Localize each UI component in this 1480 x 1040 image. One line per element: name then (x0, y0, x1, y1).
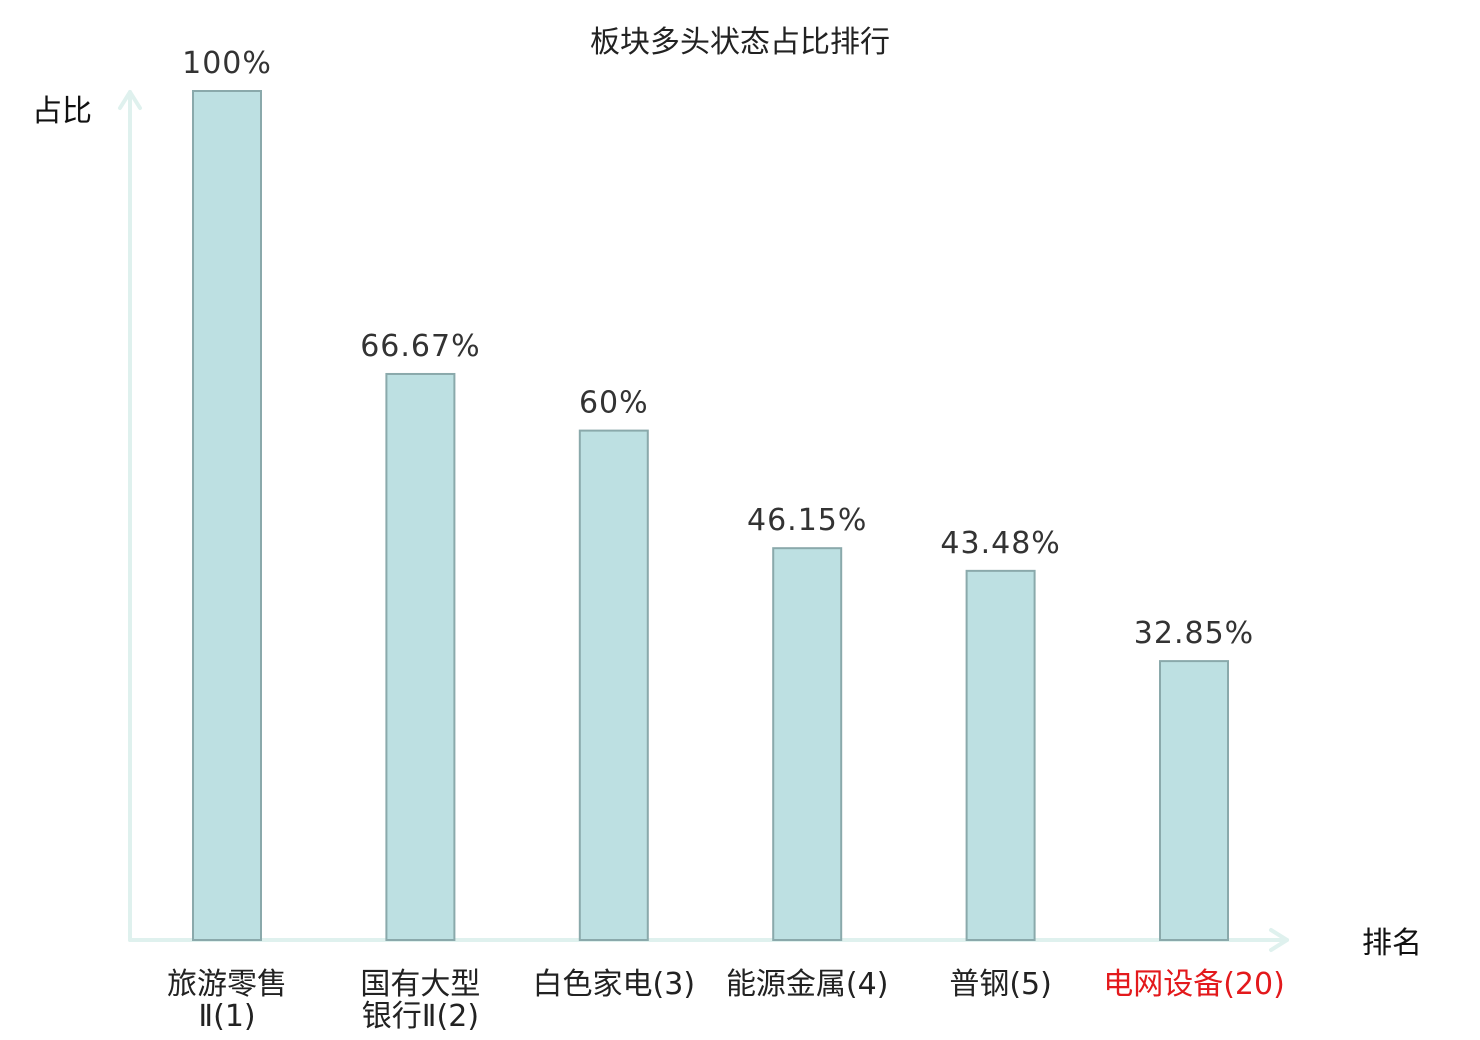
bar-value-label: 32.85% (1134, 616, 1254, 651)
bar (385, 372, 456, 942)
bar (965, 569, 1036, 941)
category-label: 能源金属(4) (726, 967, 889, 1002)
bar (192, 90, 262, 941)
bar-value-label: 43.48% (940, 526, 1060, 561)
bar-value-label: 60% (579, 386, 649, 421)
bar-value-label: 46.15% (747, 503, 867, 538)
y-axis-arrow (118, 90, 142, 110)
category-label: 旅游零售 (167, 967, 287, 1002)
x-axis-label: 排名 (1362, 926, 1422, 961)
chart-title: 板块多头状态占比排行 (590, 25, 890, 60)
x-axis-arrow (1269, 928, 1289, 952)
axes (118, 90, 1289, 952)
bar-value-label: 100% (182, 46, 272, 81)
category-label: Ⅱ(1) (198, 999, 255, 1034)
bar (578, 429, 649, 941)
category-label: 白色家电(3) (533, 967, 696, 1002)
category-label: 普钢(5) (949, 967, 1052, 1002)
bars-group (192, 90, 1229, 942)
category-label: 电网设备(20) (1103, 967, 1285, 1002)
category-label: 银行Ⅱ(2) (362, 999, 479, 1034)
bar-value-label: 66.67% (360, 329, 480, 364)
category-label: 国有大型 (360, 967, 480, 1002)
bar (1159, 660, 1229, 942)
bar (772, 547, 843, 942)
y-axis-label: 占比 (32, 94, 92, 129)
value-labels-group: 100% 66.67% 60% 46.15% 43.48% 32.85% (182, 46, 1254, 651)
